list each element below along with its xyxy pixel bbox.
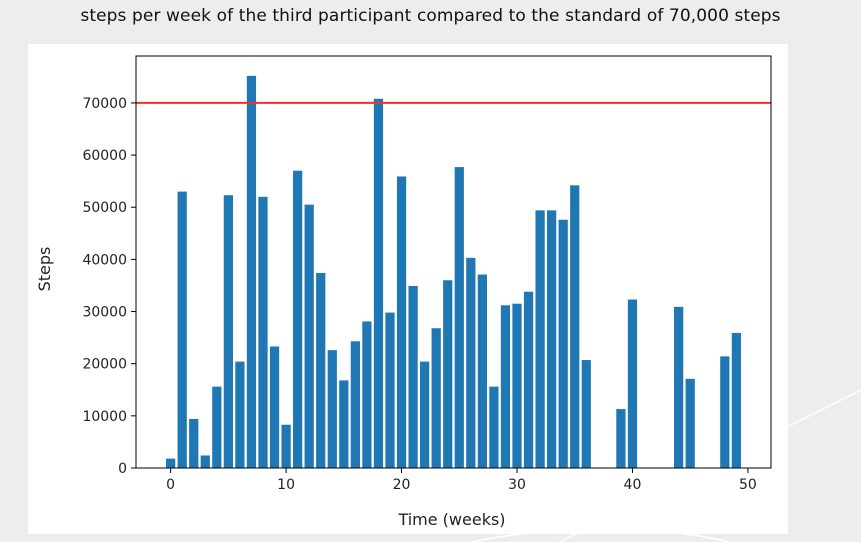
bar-week-6 (235, 361, 245, 468)
bar-week-15 (339, 380, 349, 468)
y-tick-label-30000: 30000 (82, 305, 127, 321)
bar-week-11 (293, 170, 303, 468)
x-tick-label-30: 30 (508, 477, 526, 493)
bar-week-30 (512, 303, 522, 468)
bar-week-31 (523, 291, 534, 468)
y-tick-label-70000: 70000 (82, 96, 127, 112)
bar-week-26 (466, 257, 476, 468)
x-tick-label-20: 20 (393, 477, 411, 493)
bar-week-20 (396, 176, 407, 468)
bar-week-14 (327, 350, 337, 468)
bar-week-49 (731, 332, 741, 468)
bar-week-5 (223, 195, 233, 468)
x-tick-label-40: 40 (624, 477, 642, 493)
y-axis-label: Steps (35, 247, 54, 292)
bar-week-0 (166, 458, 176, 468)
y-tick-label-20000: 20000 (82, 357, 127, 373)
bar-week-24 (443, 280, 453, 468)
bar-week-23 (431, 328, 441, 468)
bar-week-4 (212, 386, 222, 468)
x-axis-label: Time (weeks) (397, 510, 505, 529)
bar-week-9 (269, 346, 280, 468)
bar-week-17 (362, 321, 372, 468)
y-tick-label-10000: 10000 (82, 409, 127, 425)
bar-chart: 0 10 20 30 40 50 0 10000 20000 30000 40000 50000 60… (35, 55, 772, 529)
y-tick-label-60000: 60000 (82, 148, 127, 164)
bar-week-34 (558, 219, 568, 468)
figure-canvas: 0 10 20 30 40 50 0 10000 20000 30000 40000 50000 60… (28, 44, 788, 534)
bar-week-3 (200, 455, 210, 468)
bar-week-28 (489, 386, 499, 468)
bar-week-40 (627, 299, 638, 468)
y-axis-ticks: 0 10000 20000 30000 40000 50000 60000 70000 (82, 96, 136, 477)
bar-week-27 (477, 274, 487, 468)
bar-week-18 (373, 98, 384, 468)
bar-week-45 (685, 378, 695, 468)
bar-week-2 (189, 418, 199, 468)
bar-week-7 (246, 75, 257, 468)
y-tick-label-0: 0 (118, 461, 127, 477)
bar-week-33 (547, 210, 557, 468)
bar-week-39 (616, 409, 626, 468)
bar-week-13 (316, 272, 326, 468)
x-tick-label-0: 0 (166, 477, 175, 493)
bar-week-44 (674, 306, 684, 468)
x-axis-ticks: 0 10 20 30 40 50 (166, 468, 757, 493)
bar-week-48 (720, 356, 730, 468)
bar-week-29 (500, 305, 511, 468)
plot-frame (135, 55, 772, 469)
bar-week-1 (177, 191, 187, 468)
bar-week-12 (304, 204, 314, 468)
bar-week-35 (570, 185, 580, 468)
x-tick-label-10: 10 (277, 477, 295, 493)
bar-week-19 (385, 312, 395, 468)
chart-caption: steps per week of the third participant … (80, 6, 781, 26)
bar-week-22 (420, 361, 430, 468)
y-tick-label-50000: 50000 (82, 200, 127, 216)
y-tick-label-40000: 40000 (82, 252, 127, 268)
bars-group (166, 75, 741, 468)
bar-week-36 (581, 360, 591, 468)
bar-week-21 (408, 285, 418, 468)
bar-week-16 (350, 341, 360, 468)
bar-week-25 (454, 167, 464, 468)
x-tick-label-50: 50 (739, 477, 757, 493)
bar-week-8 (258, 196, 268, 468)
bar-week-32 (535, 210, 545, 468)
bar-week-10 (281, 424, 291, 468)
